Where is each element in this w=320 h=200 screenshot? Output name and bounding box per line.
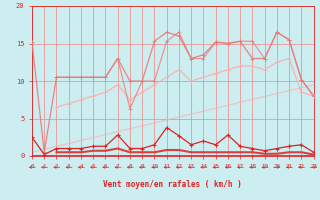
X-axis label: Vent moyen/en rafales ( km/h ): Vent moyen/en rafales ( km/h )	[103, 180, 242, 189]
